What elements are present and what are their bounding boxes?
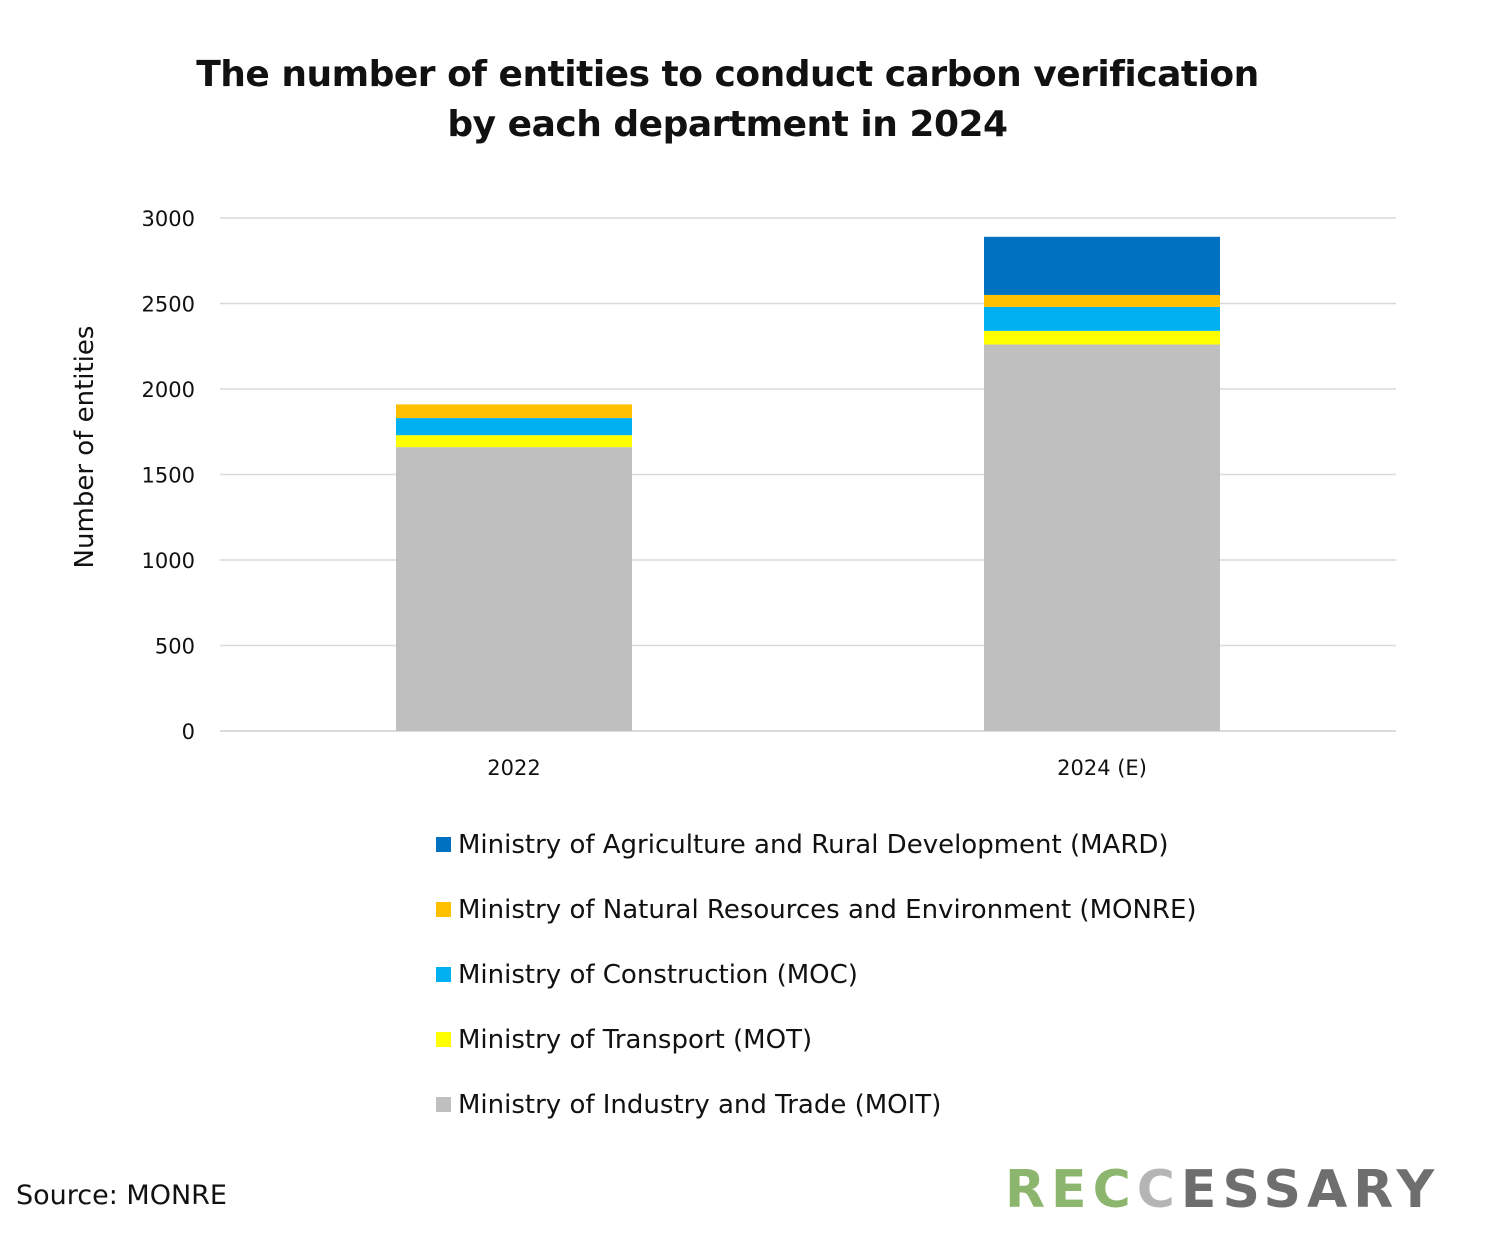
y-tick-label: 0 [182,720,195,744]
bar-segment [396,447,632,731]
x-tick-label: 2022 [487,756,540,780]
legend-label: Ministry of Agriculture and Rural Develo… [458,829,1169,860]
x-tick-label: 2024 (E) [1057,756,1147,780]
y-tick-label: 1500 [142,464,195,488]
legend-item: Ministry of Transport (MOT) [436,1007,1197,1072]
chart-plot: 0 500 1000 1500 2000 2500 3000 2022 2024 (E) Nu… [70,207,1396,780]
legend: Ministry of Agriculture and Rural Develo… [436,812,1197,1137]
legend-label: Ministry of Construction (MOC) [458,959,858,990]
legend-swatch [436,837,451,852]
legend-swatch [436,1032,451,1047]
x-tick-labels: 2022 2024 (E) [487,756,1147,780]
legend-item: Ministry of Construction (MOC) [436,942,1197,1007]
bar-segment [396,435,632,448]
bar-segment [984,306,1220,331]
legend-label: Ministry of Industry and Trade (MOIT) [458,1089,942,1120]
chart-title: The number of entities to conduct carbon… [0,50,1455,150]
logo-letter-3: C [1092,1160,1137,1220]
logo-letter-1: R [1005,1160,1052,1220]
bar-segment [984,236,1220,295]
bar-segment [984,330,1220,345]
y-axis-label: Number of entities [70,326,100,569]
legend-item: Ministry of Industry and Trade (MOIT) [436,1072,1197,1137]
y-tick-label: 500 [155,635,195,659]
logo-letter-2: E [1051,1160,1093,1220]
chart-title-line-2: by each department in 2024 [447,104,1008,145]
y-tick-labels: 0 500 1000 1500 2000 2500 3000 [142,207,195,744]
legend-label: Ministry of Natural Resources and Enviro… [458,894,1197,925]
reccessary-logo: RECCESSARY [1005,1160,1440,1220]
bar-segment [984,294,1220,307]
bar-segment [396,418,632,436]
legend-swatch [436,1097,451,1112]
legend-label: Ministry of Transport (MOT) [458,1024,813,1055]
bars [396,236,1220,731]
chart-title-line-1: The number of entities to conduct carbon… [196,54,1259,95]
legend-item: Ministry of Agriculture and Rural Develo… [436,812,1197,877]
y-tick-label: 2000 [142,378,195,402]
logo-letter-rest: ESSARY [1180,1160,1441,1220]
legend-item: Ministry of Natural Resources and Enviro… [436,877,1197,942]
y-tick-label: 3000 [142,207,195,231]
logo-letter-4: C [1136,1160,1181,1220]
bar-segment [984,344,1220,731]
y-tick-label: 1000 [142,549,195,573]
bar-segment [396,404,632,419]
legend-swatch [436,902,451,917]
source-note: Source: MONRE [16,1180,227,1211]
legend-swatch [436,967,451,982]
y-tick-label: 2500 [142,293,195,317]
